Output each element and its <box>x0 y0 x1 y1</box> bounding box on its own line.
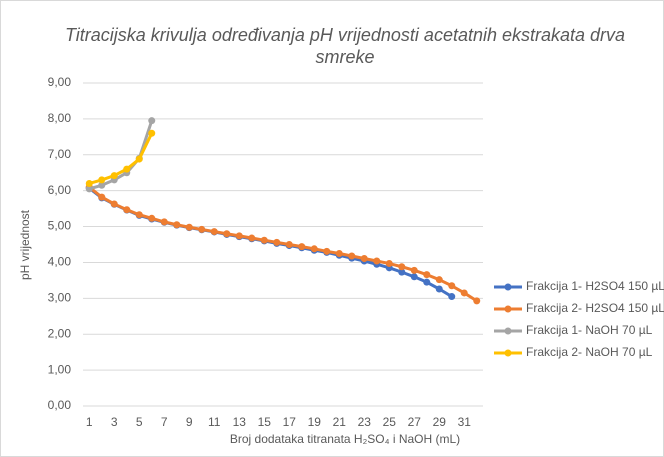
legend-marker <box>504 283 512 291</box>
data-point <box>235 232 243 240</box>
x-tick-label: 29 <box>433 415 447 429</box>
x-tick-label: 23 <box>358 415 372 429</box>
data-point <box>123 206 131 214</box>
x-tick-label: 17 <box>283 415 297 429</box>
data-point <box>373 257 381 265</box>
data-point <box>460 289 468 297</box>
legend-marker <box>504 349 512 357</box>
data-point <box>360 254 368 262</box>
x-tick-label: 15 <box>258 415 272 429</box>
data-point <box>435 285 443 293</box>
data-point <box>135 155 143 163</box>
data-point <box>98 176 106 184</box>
data-point <box>135 211 143 219</box>
y-tick-label: 5,00 <box>48 219 72 233</box>
data-point <box>448 293 456 301</box>
y-tick-label: 4,00 <box>48 255 72 269</box>
data-point <box>160 218 168 226</box>
data-point <box>123 165 131 173</box>
data-point <box>423 271 431 279</box>
x-tick-label: 25 <box>383 415 397 429</box>
data-point <box>410 273 418 281</box>
data-point <box>210 228 218 236</box>
y-tick-label: 2,00 <box>48 326 72 340</box>
data-point <box>185 223 193 231</box>
x-tick-label: 27 <box>408 415 422 429</box>
data-point <box>110 172 118 180</box>
data-point <box>148 214 156 222</box>
x-tick-label: 7 <box>161 415 168 429</box>
x-tick-label: 21 <box>333 415 347 429</box>
data-point <box>98 181 106 189</box>
x-tick-label: 9 <box>186 415 193 429</box>
chart-title: Titracijska krivulja određivanja pH vrij… <box>64 25 626 67</box>
data-point <box>398 268 406 276</box>
data-point <box>435 276 443 284</box>
data-point <box>398 263 406 271</box>
data-point <box>85 179 93 187</box>
y-tick-label: 8,00 <box>48 111 72 125</box>
x-tick-label: 31 <box>458 415 472 429</box>
data-point <box>448 282 456 290</box>
y-tick-label: 3,00 <box>48 291 72 305</box>
legend-label: Frakcija 1- NaOH 70 µL <box>526 323 653 337</box>
data-point <box>473 297 481 305</box>
data-point <box>310 245 318 253</box>
data-point <box>273 238 281 246</box>
x-tick-label: 1 <box>86 415 93 429</box>
y-tick-label: 7,00 <box>48 147 72 161</box>
y-tick-label: 0,00 <box>48 398 72 412</box>
data-point <box>148 117 156 125</box>
data-point <box>423 278 431 286</box>
data-point <box>110 200 118 208</box>
legend-label: Frakcija 2- H2SO4 150 µL <box>526 301 664 315</box>
data-point <box>98 193 106 201</box>
x-tick-label: 3 <box>111 415 118 429</box>
legend-marker <box>504 305 512 313</box>
data-point <box>173 221 181 229</box>
x-axis-label: Broj dodataka titranata H₂SO₄ i NaOH (mL… <box>230 432 460 446</box>
x-tick-label: 5 <box>136 415 143 429</box>
legend-label: Frakcija 2- NaOH 70 µL <box>526 345 653 359</box>
y-tick-label: 1,00 <box>48 362 72 376</box>
x-tick-label: 13 <box>233 415 247 429</box>
data-point <box>285 241 293 248</box>
data-point <box>248 234 256 242</box>
data-point <box>385 260 393 268</box>
data-point <box>148 129 156 137</box>
data-point <box>223 230 231 238</box>
legend-label: Frakcija 1- H2SO4 150 µL <box>526 279 664 293</box>
data-point <box>410 266 418 274</box>
y-tick-label: 9,00 <box>48 75 72 89</box>
data-point <box>348 252 356 260</box>
data-point <box>323 247 331 255</box>
x-tick-label: 19 <box>308 415 322 429</box>
data-point <box>260 236 268 244</box>
data-point <box>298 243 306 251</box>
data-point <box>85 185 93 193</box>
y-axis-label: pH vrijednost <box>18 209 32 280</box>
data-point <box>198 225 206 233</box>
y-tick-label: 6,00 <box>48 183 72 197</box>
legend-marker <box>504 327 512 335</box>
data-point <box>335 249 343 257</box>
x-tick-label: 11 <box>208 415 221 429</box>
